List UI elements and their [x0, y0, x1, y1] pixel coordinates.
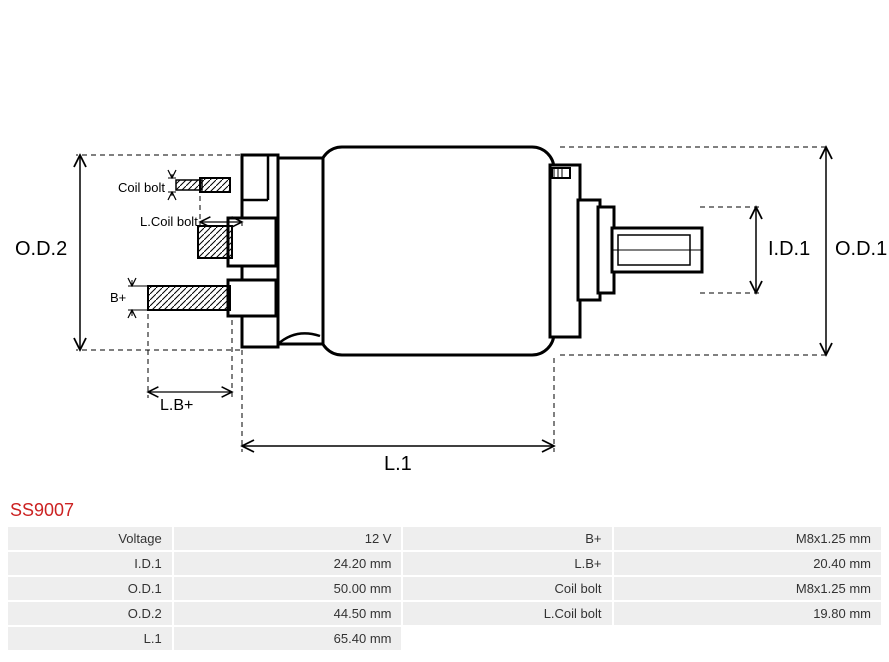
- spec-value: M8x1.25 mm: [614, 577, 882, 600]
- label-id1: I.D.1: [768, 238, 810, 260]
- label-od2: O.D.2: [15, 238, 67, 260]
- spec-value: 12 V: [174, 527, 402, 550]
- spec-label: L.1: [8, 627, 172, 650]
- label-od1: O.D.1: [835, 238, 887, 260]
- spec-value: M8x1.25 mm: [614, 527, 882, 550]
- table-row: O.D.150.00 mmCoil boltM8x1.25 mm: [8, 577, 881, 600]
- label-lb-plus: L.B+: [160, 397, 193, 414]
- spec-label: B+: [403, 527, 611, 550]
- diagram-svg: O.D.2 O.D.1 I.D.1: [0, 0, 889, 490]
- spec-label: L.B+: [403, 552, 611, 575]
- spec-label: I.D.1: [8, 552, 172, 575]
- label-l-coil-bolt: L.Coil bolt: [140, 214, 198, 229]
- table-row: I.D.124.20 mmL.B+20.40 mm: [8, 552, 881, 575]
- spec-value: 19.80 mm: [614, 602, 882, 625]
- spec-label: Coil bolt: [403, 577, 611, 600]
- table-row: L.165.40 mm: [8, 627, 881, 650]
- spec-label: Voltage: [8, 527, 172, 550]
- engineering-diagram: O.D.2 O.D.1 I.D.1: [0, 0, 889, 490]
- spec-value: 44.50 mm: [174, 602, 402, 625]
- table-row: Voltage12 VB+M8x1.25 mm: [8, 527, 881, 550]
- spec-value: [614, 627, 882, 650]
- part-number: SS9007: [10, 500, 74, 521]
- spec-label: L.Coil bolt: [403, 602, 611, 625]
- spec-value: 65.40 mm: [174, 627, 402, 650]
- spec-value: 20.40 mm: [614, 552, 882, 575]
- spec-label: O.D.2: [8, 602, 172, 625]
- table-row: O.D.244.50 mmL.Coil bolt19.80 mm: [8, 602, 881, 625]
- label-coil-bolt: Coil bolt: [118, 180, 165, 195]
- spec-value: 24.20 mm: [174, 552, 402, 575]
- spec-label: O.D.1: [8, 577, 172, 600]
- spec-value: 50.00 mm: [174, 577, 402, 600]
- label-l1: L.1: [384, 453, 412, 475]
- label-b-plus: B+: [110, 290, 126, 305]
- spec-label: [403, 627, 611, 650]
- spec-table: Voltage12 VB+M8x1.25 mmI.D.124.20 mmL.B+…: [6, 525, 883, 652]
